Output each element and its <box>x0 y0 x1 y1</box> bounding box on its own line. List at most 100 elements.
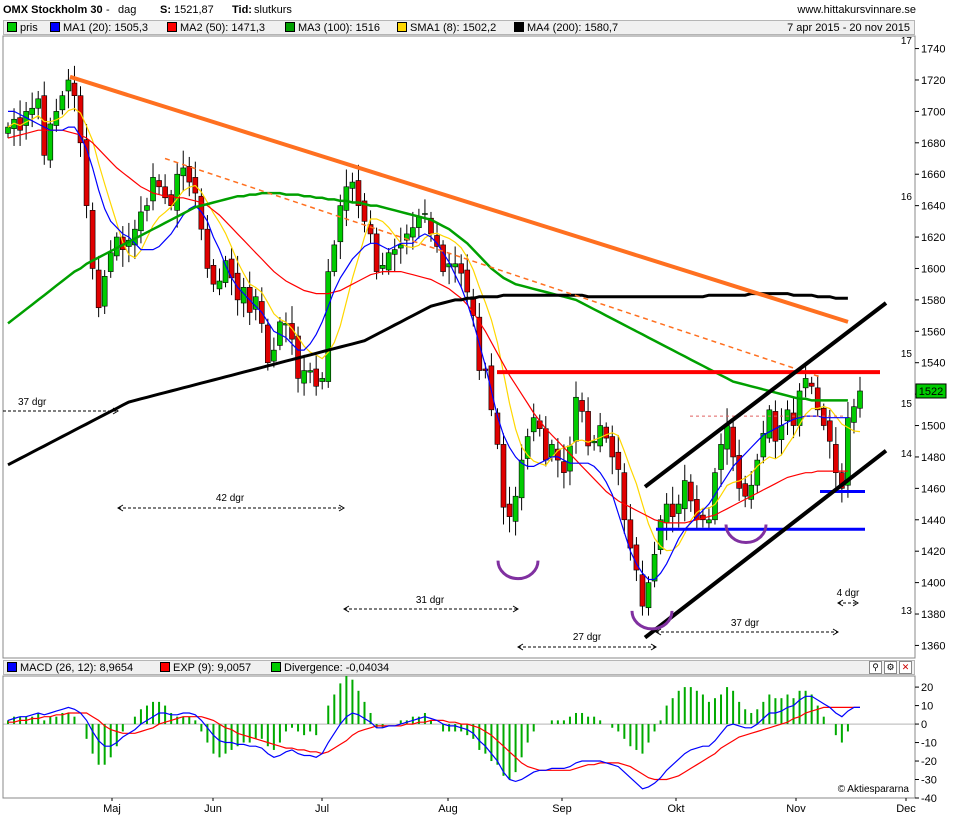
duration-label: 37 dgr <box>731 618 760 629</box>
candle <box>35 98 42 109</box>
macd-legend: MACD (26, 12): 8,9654 EXP (9): 9,0057 Di… <box>3 660 915 675</box>
candle <box>107 252 114 272</box>
y-tick-label: 1660 <box>921 169 945 181</box>
candle <box>355 180 362 206</box>
period-separator: - <box>106 4 110 16</box>
close-icon[interactable]: ✕ <box>899 661 912 674</box>
y-tick-label: 1720 <box>921 75 945 87</box>
y-tick-label: 1620 <box>921 232 945 244</box>
y-tick-label: 1740 <box>921 44 945 56</box>
candle <box>766 409 773 439</box>
chart-header: OMX Stockholm 30 - dag S: 1521,87 Tid: s… <box>0 0 958 20</box>
macd-y-tick-label: 0 <box>921 719 927 731</box>
y-tick-label: 1480 <box>921 452 945 464</box>
candle <box>144 205 150 211</box>
candle <box>59 95 66 111</box>
x-tick-label: Jul <box>315 803 329 815</box>
candle <box>760 433 767 458</box>
indicator-legend: pris MA1 (20): 1505,3 MA2 (50): 1471,3 M… <box>3 20 915 35</box>
watermark: © Aktiespararna <box>838 784 910 795</box>
right-edge-label: 15 <box>901 349 913 360</box>
candle <box>567 445 573 472</box>
candle <box>597 425 603 447</box>
duration-label: 4 dgr <box>837 588 860 599</box>
candle <box>754 459 761 486</box>
legend-item-ma1: MA1 (20): 1505,3 <box>50 22 148 34</box>
legend-item-ma3: MA3 (100): 1516 <box>285 22 380 34</box>
legend-item-sma1: SMA1 (8): 1502,2 <box>397 22 496 34</box>
candle <box>736 455 742 489</box>
close-price-label: S: <box>160 4 171 16</box>
settings-icon[interactable]: ⚙ <box>884 661 897 674</box>
candle <box>240 287 247 304</box>
resistance-trendline <box>69 74 849 324</box>
candle <box>621 472 628 521</box>
candle <box>808 382 815 387</box>
candle <box>265 324 271 364</box>
candle <box>385 252 392 271</box>
candle <box>319 378 326 382</box>
candle <box>361 200 368 222</box>
candle <box>615 451 622 470</box>
candle <box>826 420 833 442</box>
candle <box>778 425 785 440</box>
candle <box>307 370 313 373</box>
candle <box>603 426 610 439</box>
candle <box>174 173 180 211</box>
legend-item-divergence: Divergence: -0,04034 <box>271 662 389 674</box>
date-range: 7 apr 2015 - 20 nov 2015 <box>787 22 910 34</box>
candle <box>446 263 452 268</box>
candle <box>343 186 350 211</box>
candle <box>712 472 718 521</box>
y-tick-label: 1460 <box>921 483 945 495</box>
candle <box>724 425 730 450</box>
arrow-head <box>655 628 662 636</box>
candle <box>367 224 374 235</box>
candle <box>71 82 78 96</box>
candle <box>210 265 217 285</box>
x-tick-label: Dec <box>896 803 916 815</box>
candle <box>669 503 676 517</box>
ma4-line <box>7 292 848 467</box>
duration-label: 37 dgr <box>18 397 47 408</box>
right-edge-label: 16 <box>901 192 913 203</box>
candle <box>639 574 646 607</box>
candle <box>440 244 446 272</box>
y-tick-label: 1640 <box>921 201 945 213</box>
panel-tools: ⚲ ⚙ ✕ <box>867 661 912 674</box>
candle <box>150 177 156 202</box>
close-price-value: 1521,87 <box>174 4 214 16</box>
price-plot-frame <box>2 35 916 659</box>
arrow-head <box>512 605 519 613</box>
candle <box>536 420 543 429</box>
y-tick-label: 1700 <box>921 106 945 118</box>
candle <box>512 495 519 522</box>
candle <box>609 436 616 458</box>
candle <box>95 269 102 309</box>
candle <box>410 227 416 238</box>
candle <box>585 411 591 447</box>
channel-upper <box>643 301 888 489</box>
macd-y-tick-label: 20 <box>921 682 933 694</box>
candle <box>748 484 755 500</box>
candle <box>718 444 724 470</box>
candle <box>488 365 495 411</box>
y-tick-label: 1680 <box>921 138 945 150</box>
price-badge-label: 1522 <box>919 386 943 398</box>
magnify-icon[interactable]: ⚲ <box>869 661 882 674</box>
candle <box>47 123 54 161</box>
candle <box>5 126 11 134</box>
macd-line <box>7 695 860 790</box>
candle <box>162 186 168 199</box>
arrow-head <box>832 628 839 636</box>
arrow-head <box>650 643 657 651</box>
candle <box>742 483 748 497</box>
candle <box>458 263 464 274</box>
arrow-head <box>338 504 345 512</box>
duration-label: 42 dgr <box>216 493 245 504</box>
candle <box>627 519 634 549</box>
candle <box>573 396 579 442</box>
legend-item-macd: MACD (26, 12): 8,9654 <box>7 662 133 674</box>
candle <box>301 370 307 384</box>
candle <box>180 167 187 177</box>
